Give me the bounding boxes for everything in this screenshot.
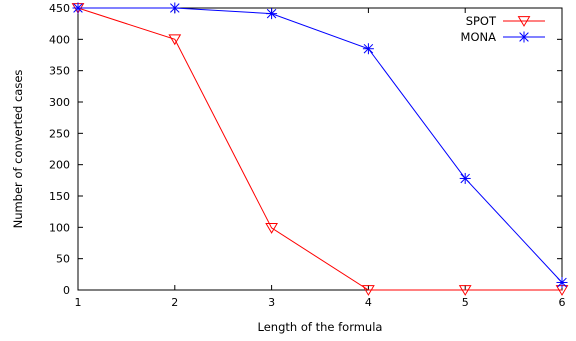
- x-axis: 1 2 3 4 5 6: [75, 8, 566, 309]
- series-layer: [71, 2, 569, 296]
- y-tick-label: 200: [49, 159, 70, 172]
- y-tick-label: 0: [63, 284, 70, 297]
- data-point-mona: [459, 172, 471, 184]
- legend-item-mona: MONA: [461, 30, 545, 44]
- y-tick-label: 450: [49, 2, 70, 15]
- legend-marker-mona: [518, 31, 530, 43]
- series-mona: [72, 2, 568, 288]
- data-point-mona: [266, 8, 278, 20]
- data-point-mona: [169, 2, 181, 14]
- y-tick-label: 150: [49, 190, 70, 203]
- data-point-spot: [458, 285, 472, 296]
- x-tick-label: 3: [268, 296, 275, 309]
- y-tick-label: 300: [49, 96, 70, 109]
- data-point-spot: [362, 285, 375, 296]
- y-tick-label: 250: [49, 127, 70, 140]
- series-line-mona: [78, 7, 563, 283]
- data-point-mona: [72, 2, 84, 14]
- x-tick-label: 5: [462, 296, 469, 309]
- series-line-spot: [77, 7, 562, 291]
- y-tick-label: 350: [49, 65, 70, 78]
- y-axis: 0 50 100 150 200 250 300 350 400 450: [49, 2, 562, 297]
- legend-item-spot: SPOT: [466, 14, 545, 28]
- x-tick-label: 1: [75, 296, 82, 309]
- y-tick-label: 400: [49, 33, 70, 46]
- data-point-spot: [265, 223, 278, 234]
- y-tick-label: 50: [56, 253, 70, 266]
- data-point-mona: [556, 276, 568, 288]
- data-point-mona: [362, 43, 374, 55]
- x-tick-label: 2: [171, 296, 178, 309]
- legend-marker-spot: [517, 16, 531, 27]
- y-axis-label: Number of converted cases: [11, 70, 25, 229]
- plot-frame: [77, 7, 563, 291]
- data-point-spot: [168, 34, 182, 46]
- y-tick-label: 100: [49, 221, 70, 234]
- series-spot: [71, 3, 569, 296]
- legend: SPOT MONA: [461, 14, 545, 44]
- x-tick-label: 6: [559, 296, 566, 309]
- legend-label-spot: SPOT: [466, 14, 497, 28]
- plot-area: [77, 7, 563, 291]
- x-tick-label: 4: [365, 296, 372, 309]
- legend-label-mona: MONA: [461, 30, 497, 44]
- x-axis-label: Length of the formula: [258, 320, 383, 334]
